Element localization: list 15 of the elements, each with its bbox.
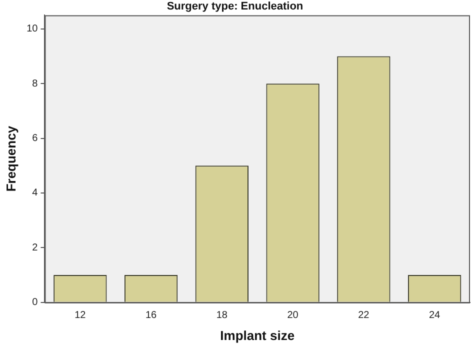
x-tick-label: 12 bbox=[74, 310, 86, 322]
y-tick-label: 10 bbox=[26, 24, 38, 35]
y-tick-label: 8 bbox=[32, 78, 38, 90]
y-tick-label: 0 bbox=[32, 297, 38, 308]
x-tick-label: 24 bbox=[429, 310, 441, 322]
x-tick-label: 18 bbox=[216, 310, 228, 322]
y-tick-label: 6 bbox=[32, 133, 38, 144]
x-tick-label: 22 bbox=[358, 310, 370, 322]
x-tick-label: 16 bbox=[145, 310, 158, 322]
y-tick-label: 2 bbox=[32, 242, 38, 254]
chart-title: Surgery type: Enucleation bbox=[166, 0, 304, 13]
y-tick-label: 4 bbox=[32, 188, 38, 199]
y-axis-title: Frequency bbox=[3, 125, 18, 192]
x-tick-label: 20 bbox=[287, 310, 299, 322]
x-axis-title: Implant size bbox=[220, 328, 295, 343]
